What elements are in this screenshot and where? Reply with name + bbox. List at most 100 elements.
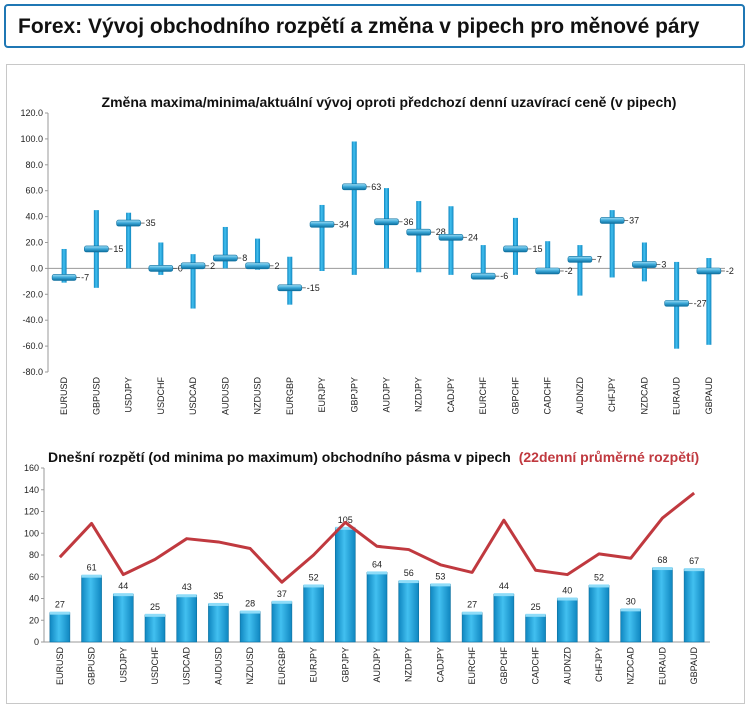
chart1-x-tick-label: GBPAUD — [704, 377, 714, 415]
chart1-current-marker — [470, 272, 496, 280]
chart1-data-label: 63 — [371, 182, 381, 192]
chart1-range-bar — [609, 210, 615, 278]
chart2-plot: 0 20 40 60 80 100 120 140 160 27 EURUSD 61 GBPUSD 44 U… — [24, 463, 710, 685]
chart2-x-tick-label: AUDNZD — [562, 647, 572, 685]
chart2-y-tick-label: 120 — [24, 507, 39, 517]
chart2-data-label: 44 — [118, 581, 128, 591]
chart2-y-tick-label: 100 — [24, 528, 39, 538]
chart1-current-marker — [245, 262, 270, 270]
chart1-data-label: 0 — [178, 263, 183, 273]
chart1-current-marker — [309, 221, 335, 228]
chart1-x-tick-label: NZDUSD — [253, 377, 263, 415]
chart2-y-tick-label: 140 — [24, 485, 39, 495]
chart1-y-tick-label: 0.0 — [30, 263, 43, 273]
chart1-data-label: -6 — [500, 271, 508, 281]
chart2-bar-cap — [367, 571, 387, 575]
chart1-range-bar — [545, 241, 551, 273]
chart2-bar-cap — [145, 613, 165, 617]
chart2-x-tick-label: EURCHF — [467, 646, 477, 684]
chart1-range-bar — [190, 254, 196, 309]
chart2-x-tick-label: CADJPY — [435, 647, 445, 683]
chart2-bar — [398, 580, 420, 643]
chart1-x-tick-label: GBPCHF — [510, 377, 520, 415]
chart1-data-label: 2 — [210, 261, 215, 271]
chart1-x-tick-label: CHFJPY — [607, 377, 617, 412]
chart1-current-marker — [438, 234, 464, 241]
chart1-data-label: 37 — [629, 215, 639, 225]
chart2-title: Dnešní rozpětí (od minima po maximum) ob… — [48, 449, 699, 465]
chart2-bar — [271, 601, 293, 643]
chart2-data-label: 27 — [467, 600, 477, 610]
chart2-data-label: 37 — [277, 589, 287, 599]
chart2-bar — [176, 594, 198, 643]
chart2-bar-cap — [620, 608, 641, 612]
chart2-bar — [112, 593, 134, 643]
chart2-data-label: 53 — [435, 571, 445, 581]
chart1-data-label: -15 — [307, 283, 320, 293]
chart1-range-bar — [480, 245, 486, 278]
chart1-x-tick-label: GBPUSD — [91, 377, 101, 416]
chart2-data-label: 25 — [150, 602, 160, 612]
chart1-y-tick-label: 100.0 — [20, 134, 43, 144]
chart2-bar — [525, 614, 546, 643]
chart1-range-bar — [416, 201, 422, 273]
chart2-bar — [81, 575, 102, 643]
chart2-bar-cap — [271, 600, 292, 604]
chart1-y-tick-label: -20.0 — [22, 289, 43, 299]
chart1-current-marker — [116, 219, 141, 227]
chart2-bar — [144, 614, 166, 643]
chart2-x-tick-label: CHFJPY — [594, 647, 604, 682]
chart1-current-marker — [599, 217, 625, 224]
chart2-bar-cap — [589, 584, 609, 588]
chart2-y-tick-label: 80 — [29, 550, 39, 560]
chart2-title-highlight: (22denní průměrné rozpětí) — [519, 449, 699, 465]
chart2-bar-cap — [49, 611, 70, 615]
chart1-x-tick-label: EURUSD — [59, 377, 69, 416]
chart1-current-marker — [277, 284, 303, 292]
chart1-y-tick-label: -80.0 — [22, 367, 43, 377]
chart2-bar — [493, 593, 515, 643]
chart2-data-label: 52 — [309, 572, 319, 582]
chart2-y-tick-label: 0 — [34, 637, 39, 647]
chart2-x-tick-label: USDJPY — [118, 647, 128, 683]
chart1-range-bar — [577, 245, 583, 296]
chart1-range-bar — [384, 188, 389, 269]
chart2-data-label: 25 — [531, 602, 541, 612]
chart1-x-tick-label: EURJPY — [317, 377, 327, 413]
chart2-bar — [208, 603, 229, 643]
chart2-data-label: 35 — [213, 591, 223, 601]
chart1-x-tick-label: EURCHF — [478, 376, 488, 414]
chart2-data-label: 43 — [182, 582, 192, 592]
chart2-y-tick-label: 20 — [29, 615, 39, 625]
chart2-data-label: 44 — [499, 581, 509, 591]
chart1-current-marker — [632, 261, 657, 268]
chart2-bar — [366, 572, 388, 643]
chart1-x-tick-label: USDCAD — [188, 377, 198, 416]
chart1-range-bar — [255, 238, 261, 270]
chart2-bar — [683, 568, 705, 643]
chart1-x-tick-label: EURAUD — [672, 377, 682, 416]
chart1-x-tick-label: NZDJPY — [414, 377, 424, 412]
chart2-x-tick-label: EURAUD — [657, 647, 667, 686]
chart1-current-marker — [406, 228, 432, 236]
chart2-data-label: 105 — [338, 515, 353, 525]
chart1-x-tick-label: GBPJPY — [349, 377, 359, 413]
chart1-x-tick-label: AUDNZD — [575, 377, 585, 415]
chart1-data-label: -2 — [565, 266, 573, 276]
chart1-current-marker — [503, 245, 528, 253]
chart2-data-label: 40 — [562, 586, 572, 596]
chart2-bar-cap — [684, 568, 705, 572]
chart2-x-tick-label: NZDJPY — [404, 647, 414, 682]
chart2-data-label: 67 — [689, 556, 699, 566]
chart2-bar-cap — [430, 583, 451, 587]
chart2-bar-cap — [398, 580, 419, 584]
chart2-title-main: Dnešní rozpětí (od minima po maximum) ob… — [48, 449, 511, 465]
chart2-x-tick-label: USDCHF — [150, 646, 160, 684]
chart1-current-marker — [51, 274, 77, 281]
chart1-data-label: 36 — [404, 217, 414, 227]
chart1-range-bar — [158, 242, 164, 275]
chart1-x-tick-label: USDJPY — [124, 377, 134, 413]
chart2-bar-cap — [493, 593, 514, 597]
chart1-current-marker — [213, 254, 238, 262]
